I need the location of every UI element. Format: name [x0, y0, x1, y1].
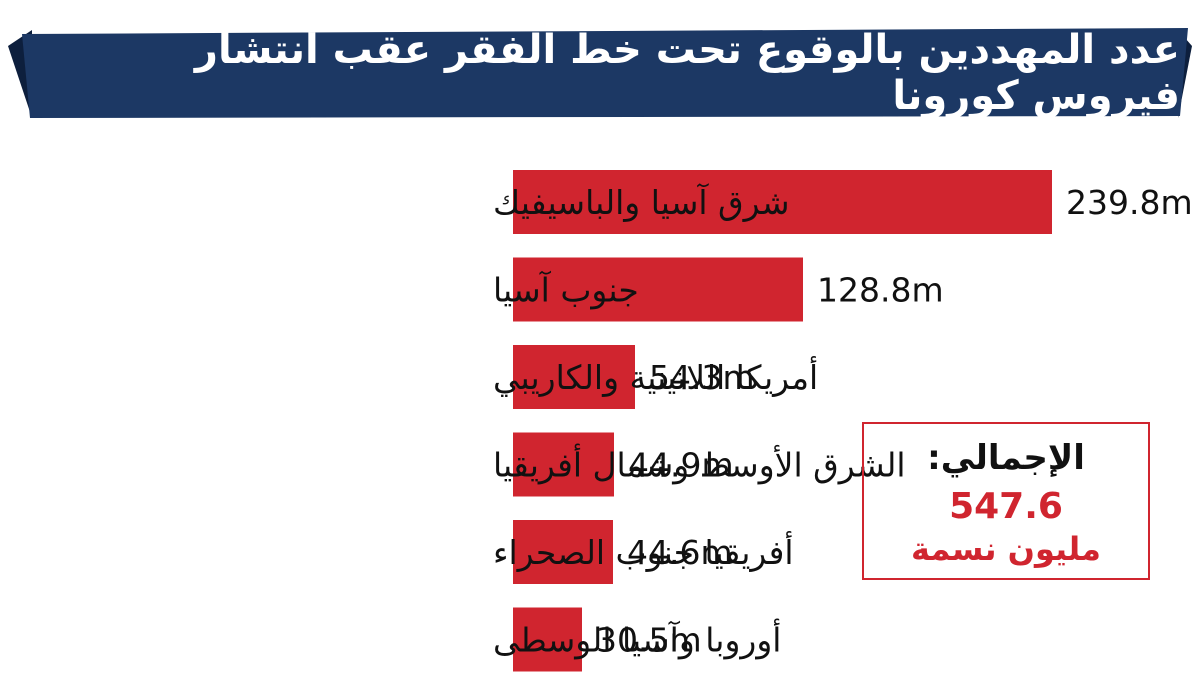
bar-3	[513, 432, 614, 497]
total-unit: مليون نسمة	[911, 530, 1101, 568]
banner-body	[22, 28, 1188, 118]
total-box: الإجمالي: 547.6 مليون نسمة	[862, 422, 1150, 580]
value-label-4: 44.6m	[627, 533, 733, 572]
category-label-1: جنوب آسيا	[493, 271, 639, 310]
category-label-0: شرق آسيا والباسيفيك	[493, 183, 790, 222]
bar-4	[513, 520, 613, 584]
bar-1	[513, 257, 803, 322]
bar-0	[513, 170, 1052, 234]
value-label-0: 239.8m	[1066, 183, 1193, 222]
value-label-5: 30.5m	[596, 621, 702, 660]
total-value: 547.6	[949, 486, 1063, 527]
value-label-2: 54.3m	[649, 358, 755, 397]
category-label-3: الشرق الأوسط وشمال أفريقيا	[493, 444, 906, 485]
value-label-1: 128.8m	[817, 271, 944, 310]
category-label-2: أمريكا اللاتينية والكاريبي	[493, 356, 818, 397]
bar-5	[513, 607, 582, 672]
title-banner	[8, 28, 1192, 118]
category-label-4: أفريقيا جنوب الصحراء	[493, 531, 794, 572]
value-label-3: 44.9m	[628, 446, 734, 485]
total-label: الإجمالي:	[927, 438, 1085, 478]
category-label-5: أوروبا وآسيا الوسطى	[493, 619, 781, 660]
bar-2	[513, 345, 635, 409]
